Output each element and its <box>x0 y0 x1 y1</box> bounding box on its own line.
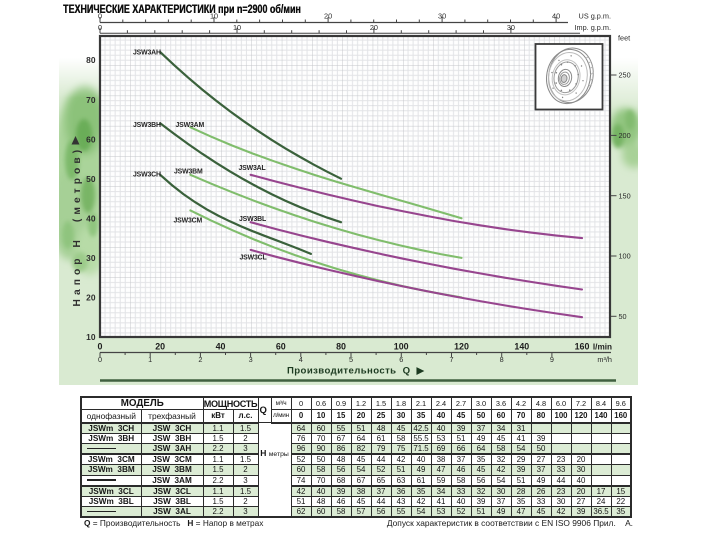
svg-text:6: 6 <box>399 355 403 364</box>
svg-text:8: 8 <box>500 355 504 364</box>
svg-text:5: 5 <box>349 355 353 364</box>
svg-text:9: 9 <box>550 355 554 364</box>
svg-text:20: 20 <box>324 12 332 21</box>
svg-text:JSW3CH: JSW3CH <box>133 172 161 179</box>
svg-text:JSW3BH: JSW3BH <box>133 122 161 129</box>
svg-text:120: 120 <box>454 342 469 352</box>
svg-text:0: 0 <box>98 342 103 352</box>
svg-text:60: 60 <box>276 342 286 352</box>
svg-text:50: 50 <box>619 312 627 321</box>
svg-text:1: 1 <box>148 355 152 364</box>
svg-text:Производительность Q ▶: Производительность Q ▶ <box>287 366 426 377</box>
svg-text:JSW3CL: JSW3CL <box>240 255 267 262</box>
svg-text:10: 10 <box>86 332 96 342</box>
svg-text:40: 40 <box>86 214 96 224</box>
svg-text:250: 250 <box>619 71 631 80</box>
svg-text:JSW3AM: JSW3AM <box>176 122 205 129</box>
svg-text:JSW3BM: JSW3BM <box>174 169 203 176</box>
svg-text:JSW3AL: JSW3AL <box>239 165 266 172</box>
svg-text:30: 30 <box>438 12 446 21</box>
svg-text:100: 100 <box>619 252 631 261</box>
svg-text:60: 60 <box>86 134 96 144</box>
svg-text:Imp. g.p.m.: Imp. g.p.m. <box>575 23 612 32</box>
svg-text:150: 150 <box>619 191 631 200</box>
svg-text:l/min: l/min <box>593 343 612 352</box>
svg-text:80: 80 <box>86 55 96 65</box>
svg-text:20: 20 <box>370 23 378 32</box>
svg-text:20: 20 <box>155 342 165 352</box>
svg-text:feet: feet <box>618 34 630 43</box>
svg-text:70: 70 <box>86 95 96 105</box>
svg-text:40: 40 <box>552 12 560 21</box>
svg-text:JSW3BL: JSW3BL <box>239 216 266 223</box>
svg-text:80: 80 <box>336 342 346 352</box>
svg-text:7: 7 <box>449 355 453 364</box>
svg-text:100: 100 <box>394 342 409 352</box>
svg-text:3: 3 <box>249 355 253 364</box>
svg-text:0: 0 <box>98 355 102 364</box>
svg-text:30: 30 <box>507 23 515 32</box>
svg-text:30: 30 <box>86 253 96 263</box>
svg-text:JSW3AH: JSW3AH <box>133 50 161 57</box>
svg-text:10: 10 <box>210 12 218 21</box>
svg-text:0: 0 <box>98 23 102 32</box>
svg-text:200: 200 <box>619 131 631 140</box>
svg-text:50: 50 <box>86 174 96 184</box>
svg-text:Напор H (метров): Напор H (метров) <box>72 146 83 307</box>
svg-text:m³/h: m³/h <box>597 355 612 364</box>
svg-text:JSW3CM: JSW3CM <box>174 218 203 225</box>
svg-text:140: 140 <box>514 342 529 352</box>
svg-text:0: 0 <box>98 12 102 21</box>
svg-text:40: 40 <box>216 342 226 352</box>
svg-text:US g.p.m.: US g.p.m. <box>579 12 611 21</box>
svg-text:2: 2 <box>198 355 202 364</box>
svg-text:20: 20 <box>86 293 96 303</box>
svg-text:160: 160 <box>575 342 590 352</box>
svg-text:4: 4 <box>299 355 303 364</box>
svg-text:10: 10 <box>233 23 241 32</box>
